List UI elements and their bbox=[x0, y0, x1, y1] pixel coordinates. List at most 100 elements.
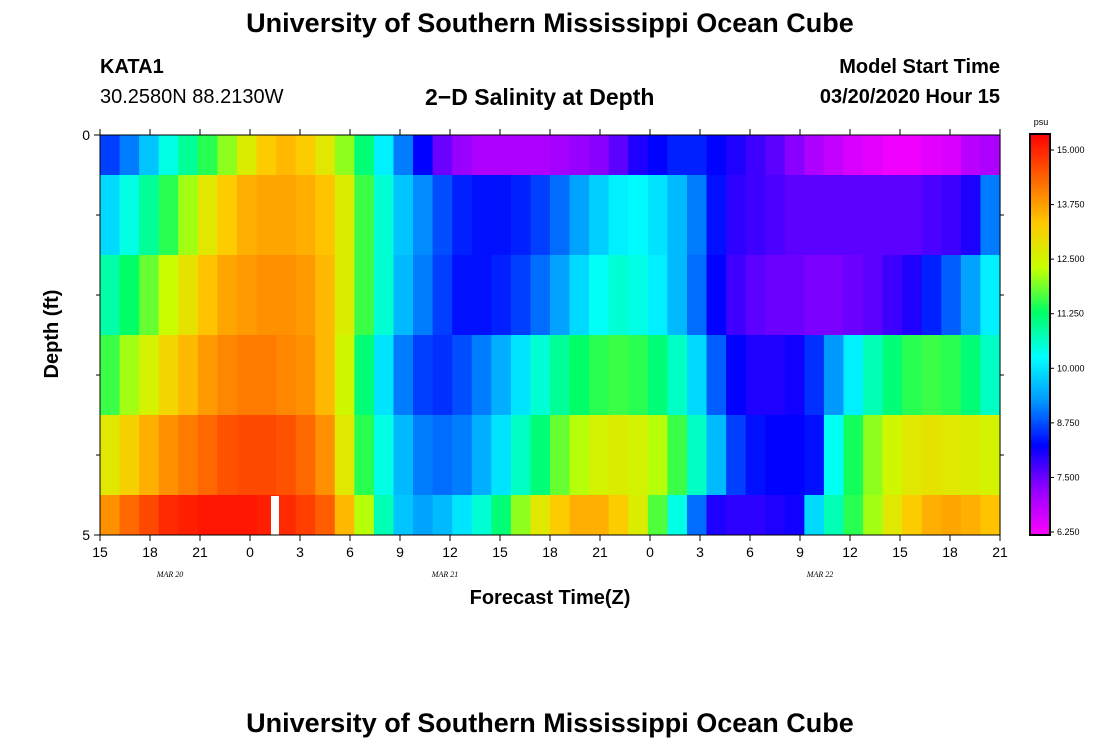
heatmap-cell bbox=[706, 175, 727, 255]
x-axis-label: Forecast Time(Z) bbox=[470, 587, 631, 609]
heatmap-cell bbox=[139, 255, 160, 335]
heatmap-cell bbox=[941, 415, 962, 495]
x-tick-label: 15 bbox=[492, 544, 508, 560]
heatmap-cell bbox=[236, 255, 258, 335]
heatmap-cell bbox=[432, 415, 453, 495]
x-tick-label: 12 bbox=[442, 544, 458, 560]
station-coordinates: 30.2580N 88.2130W bbox=[100, 86, 284, 108]
heatmap-cell bbox=[765, 255, 786, 335]
heatmap-cell bbox=[569, 135, 590, 175]
colorbar-label: 15.000 bbox=[1057, 145, 1085, 155]
heatmap-cell bbox=[686, 335, 708, 415]
heatmap-cell bbox=[158, 135, 179, 175]
heatmap-cell bbox=[843, 415, 864, 495]
heatmap-cell bbox=[550, 335, 571, 415]
heatmap-cell bbox=[373, 495, 395, 535]
heatmap-cell bbox=[569, 175, 590, 255]
heatmap-cell bbox=[178, 495, 199, 535]
heatmap-cell bbox=[315, 175, 336, 255]
heatmap-cell bbox=[139, 175, 160, 255]
heatmap-cell bbox=[726, 415, 747, 495]
heatmap-cell bbox=[158, 335, 179, 415]
heatmap-cell bbox=[667, 255, 688, 335]
heatmap-cell bbox=[236, 135, 258, 175]
heatmap-cell bbox=[804, 415, 825, 495]
heatmap-cell bbox=[647, 415, 668, 495]
heatmap-cell bbox=[119, 135, 140, 175]
heatmap-cell bbox=[628, 135, 649, 175]
heatmap-cell bbox=[217, 415, 238, 495]
x-tick-label: 0 bbox=[646, 544, 654, 560]
heatmap-cell bbox=[902, 175, 923, 255]
heatmap-cell bbox=[980, 135, 1001, 175]
heatmap-cell bbox=[197, 415, 218, 495]
heatmap-cell bbox=[158, 495, 179, 535]
heatmap-cell bbox=[706, 255, 727, 335]
heatmap-cell bbox=[941, 175, 962, 255]
heatmap-cell bbox=[882, 495, 903, 535]
heatmap-cell bbox=[667, 135, 688, 175]
heatmap-cell bbox=[589, 495, 610, 535]
heatmap-cell bbox=[902, 495, 923, 535]
heatmap-cell bbox=[354, 175, 375, 255]
heatmap-cell bbox=[765, 495, 786, 535]
heatmap-cell bbox=[960, 135, 982, 175]
heatmap-cell bbox=[393, 135, 414, 175]
heatmap-cell bbox=[393, 255, 414, 335]
heatmap-cell bbox=[510, 175, 532, 255]
heatmap-cell bbox=[452, 415, 473, 495]
heatmap-cell bbox=[471, 255, 492, 335]
colorbar-label: 11.250 bbox=[1057, 309, 1084, 319]
heatmap-cell bbox=[569, 335, 590, 415]
heatmap-cell bbox=[413, 495, 434, 535]
heatmap-cell bbox=[197, 175, 218, 255]
heatmap-cell bbox=[276, 335, 297, 415]
heatmap-cell bbox=[941, 255, 962, 335]
heatmap-cell bbox=[863, 335, 884, 415]
heatmap-cell bbox=[843, 135, 864, 175]
heatmap-cell bbox=[315, 415, 336, 495]
heatmap-cell bbox=[491, 415, 512, 495]
heatmap-cell bbox=[197, 135, 218, 175]
heatmap-cell bbox=[413, 175, 434, 255]
colorbar-label: 6.250 bbox=[1057, 527, 1080, 537]
heatmap-cell bbox=[902, 135, 923, 175]
heatmap-cell bbox=[765, 335, 786, 415]
heatmap-cell bbox=[823, 175, 845, 255]
heatmap-cell bbox=[413, 255, 434, 335]
heatmap-cell bbox=[119, 415, 140, 495]
heatmap-cell bbox=[550, 175, 571, 255]
heatmap-cell bbox=[373, 175, 395, 255]
heatmap-cell bbox=[452, 495, 473, 535]
heatmap-cell bbox=[276, 175, 297, 255]
heatmap-cell bbox=[569, 495, 590, 535]
heatmap-cell bbox=[236, 415, 258, 495]
heatmap-cell bbox=[217, 495, 238, 535]
heatmap-cell bbox=[647, 255, 668, 335]
heatmap-cell bbox=[784, 495, 805, 535]
heatmap-cell bbox=[550, 495, 571, 535]
heatmap-cell bbox=[628, 415, 649, 495]
heatmap-cell bbox=[452, 335, 473, 415]
heatmap-cell bbox=[393, 335, 414, 415]
heatmap-cell bbox=[706, 335, 727, 415]
heatmap-cell bbox=[432, 255, 453, 335]
heatmap-cell bbox=[569, 255, 590, 335]
heatmap-cell bbox=[882, 135, 903, 175]
heatmap-cell bbox=[413, 135, 434, 175]
heatmap-cell bbox=[745, 415, 766, 495]
heatmap-cell bbox=[100, 175, 121, 255]
heatmap-cell bbox=[726, 135, 747, 175]
colorbar-label: 8.750 bbox=[1057, 418, 1080, 428]
heatmap-cell bbox=[843, 175, 864, 255]
heatmap-cell bbox=[921, 335, 942, 415]
heatmap-cell bbox=[530, 415, 551, 495]
heatmap-cell bbox=[980, 335, 1001, 415]
heatmap-cell bbox=[432, 495, 453, 535]
heatmap-cell bbox=[197, 335, 218, 415]
heatmap-cell bbox=[315, 255, 336, 335]
heatmap-cell bbox=[432, 175, 453, 255]
heatmap-cell bbox=[608, 415, 629, 495]
heatmap-cell bbox=[413, 415, 434, 495]
heatmap-cell bbox=[530, 335, 551, 415]
